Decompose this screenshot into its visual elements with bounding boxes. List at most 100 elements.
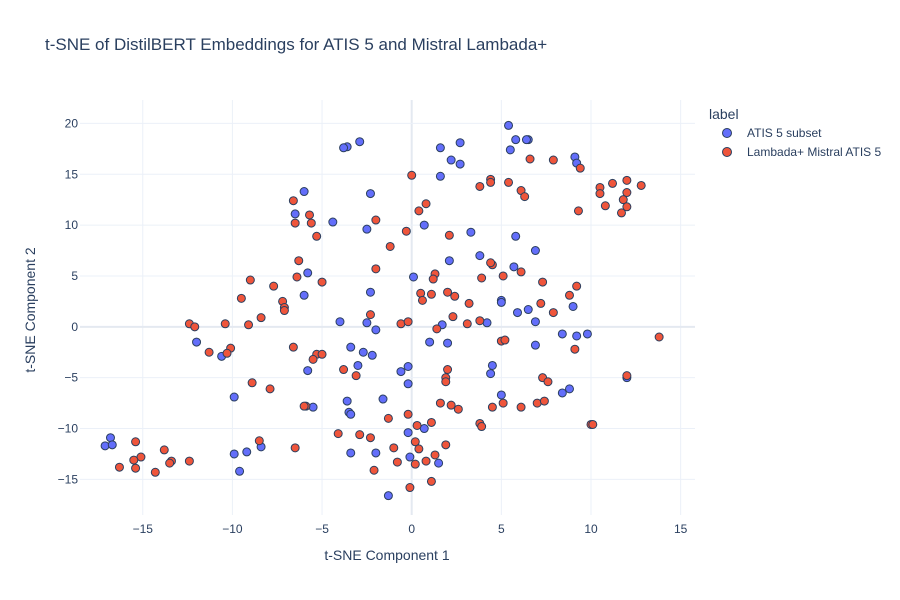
- data-point[interactable]: [317, 277, 327, 287]
- data-point[interactable]: [339, 365, 349, 375]
- data-point[interactable]: [477, 422, 487, 432]
- data-point[interactable]: [333, 429, 343, 439]
- data-point[interactable]: [247, 378, 257, 388]
- data-point[interactable]: [383, 413, 393, 423]
- data-point[interactable]: [496, 297, 506, 307]
- data-point[interactable]: [548, 308, 558, 318]
- data-point[interactable]: [244, 320, 254, 330]
- data-point[interactable]: [414, 206, 424, 216]
- data-point[interactable]: [383, 491, 393, 501]
- data-point[interactable]: [435, 171, 445, 181]
- data-point[interactable]: [362, 224, 372, 234]
- data-point[interactable]: [229, 392, 239, 402]
- data-point[interactable]: [403, 317, 413, 327]
- data-point[interactable]: [475, 251, 485, 261]
- data-point[interactable]: [396, 367, 406, 377]
- data-point[interactable]: [403, 379, 413, 389]
- data-point[interactable]: [564, 290, 574, 300]
- data-point[interactable]: [516, 402, 526, 412]
- data-point[interactable]: [536, 298, 546, 308]
- data-point[interactable]: [184, 456, 194, 466]
- data-point[interactable]: [435, 398, 445, 408]
- data-point[interactable]: [511, 231, 521, 241]
- data-point[interactable]: [455, 159, 465, 169]
- data-point[interactable]: [294, 256, 304, 266]
- data-point[interactable]: [421, 199, 431, 209]
- data-point[interactable]: [385, 241, 395, 251]
- data-point[interactable]: [548, 155, 558, 165]
- data-point[interactable]: [455, 138, 465, 148]
- data-point[interactable]: [622, 371, 632, 381]
- data-point[interactable]: [131, 437, 141, 447]
- data-point[interactable]: [256, 313, 266, 323]
- data-point[interactable]: [521, 135, 531, 145]
- data-point[interactable]: [346, 342, 356, 352]
- data-point[interactable]: [410, 437, 420, 447]
- data-point[interactable]: [444, 230, 454, 240]
- data-point[interactable]: [444, 256, 454, 266]
- data-point[interactable]: [317, 349, 327, 359]
- data-point[interactable]: [222, 348, 232, 358]
- data-point[interactable]: [636, 180, 646, 190]
- data-point[interactable]: [434, 458, 444, 468]
- data-point[interactable]: [426, 289, 436, 299]
- data-point[interactable]: [464, 298, 474, 308]
- data-point[interactable]: [358, 347, 368, 357]
- data-point[interactable]: [568, 301, 578, 311]
- data-point[interactable]: [443, 338, 453, 348]
- data-point[interactable]: [441, 440, 451, 450]
- data-point[interactable]: [369, 465, 379, 475]
- data-point[interactable]: [572, 281, 582, 291]
- data-point[interactable]: [299, 187, 309, 197]
- data-point[interactable]: [290, 443, 300, 453]
- data-point[interactable]: [339, 143, 349, 153]
- data-point[interactable]: [441, 377, 451, 387]
- data-point[interactable]: [292, 272, 302, 282]
- data-point[interactable]: [618, 195, 628, 205]
- data-point[interactable]: [425, 337, 435, 347]
- data-point[interactable]: [365, 433, 375, 443]
- data-point[interactable]: [365, 310, 375, 320]
- data-point[interactable]: [229, 449, 239, 459]
- data-point[interactable]: [530, 340, 540, 350]
- data-point[interactable]: [582, 329, 592, 339]
- data-point[interactable]: [443, 287, 453, 297]
- data-point[interactable]: [430, 450, 440, 460]
- data-point[interactable]: [407, 170, 417, 180]
- data-point[interactable]: [403, 428, 413, 438]
- data-point[interactable]: [564, 384, 574, 394]
- data-point[interactable]: [475, 316, 485, 326]
- data-point[interactable]: [573, 206, 583, 216]
- data-point[interactable]: [622, 188, 632, 198]
- data-point[interactable]: [306, 218, 316, 228]
- data-point[interactable]: [150, 467, 160, 477]
- data-point[interactable]: [498, 271, 508, 281]
- data-point[interactable]: [575, 163, 585, 173]
- data-point[interactable]: [351, 371, 361, 381]
- data-point[interactable]: [410, 459, 420, 469]
- data-point[interactable]: [462, 319, 472, 329]
- data-point[interactable]: [367, 350, 377, 360]
- data-point[interactable]: [107, 440, 117, 450]
- data-point[interactable]: [269, 281, 279, 291]
- data-point[interactable]: [279, 306, 289, 316]
- data-point[interactable]: [245, 275, 255, 285]
- data-point[interactable]: [365, 189, 375, 199]
- data-point[interactable]: [401, 226, 411, 236]
- data-point[interactable]: [371, 448, 381, 458]
- data-point[interactable]: [290, 218, 300, 228]
- data-point[interactable]: [600, 201, 610, 211]
- data-point[interactable]: [572, 331, 582, 341]
- data-point[interactable]: [512, 308, 522, 318]
- data-point[interactable]: [426, 417, 436, 427]
- data-point[interactable]: [290, 209, 300, 219]
- data-point[interactable]: [622, 175, 632, 185]
- data-point[interactable]: [504, 120, 514, 130]
- data-point[interactable]: [288, 342, 298, 352]
- data-point[interactable]: [475, 181, 485, 191]
- data-point[interactable]: [114, 462, 124, 472]
- data-point[interactable]: [303, 366, 313, 376]
- data-point[interactable]: [538, 277, 548, 287]
- data-point[interactable]: [432, 324, 442, 334]
- data-point[interactable]: [403, 409, 413, 419]
